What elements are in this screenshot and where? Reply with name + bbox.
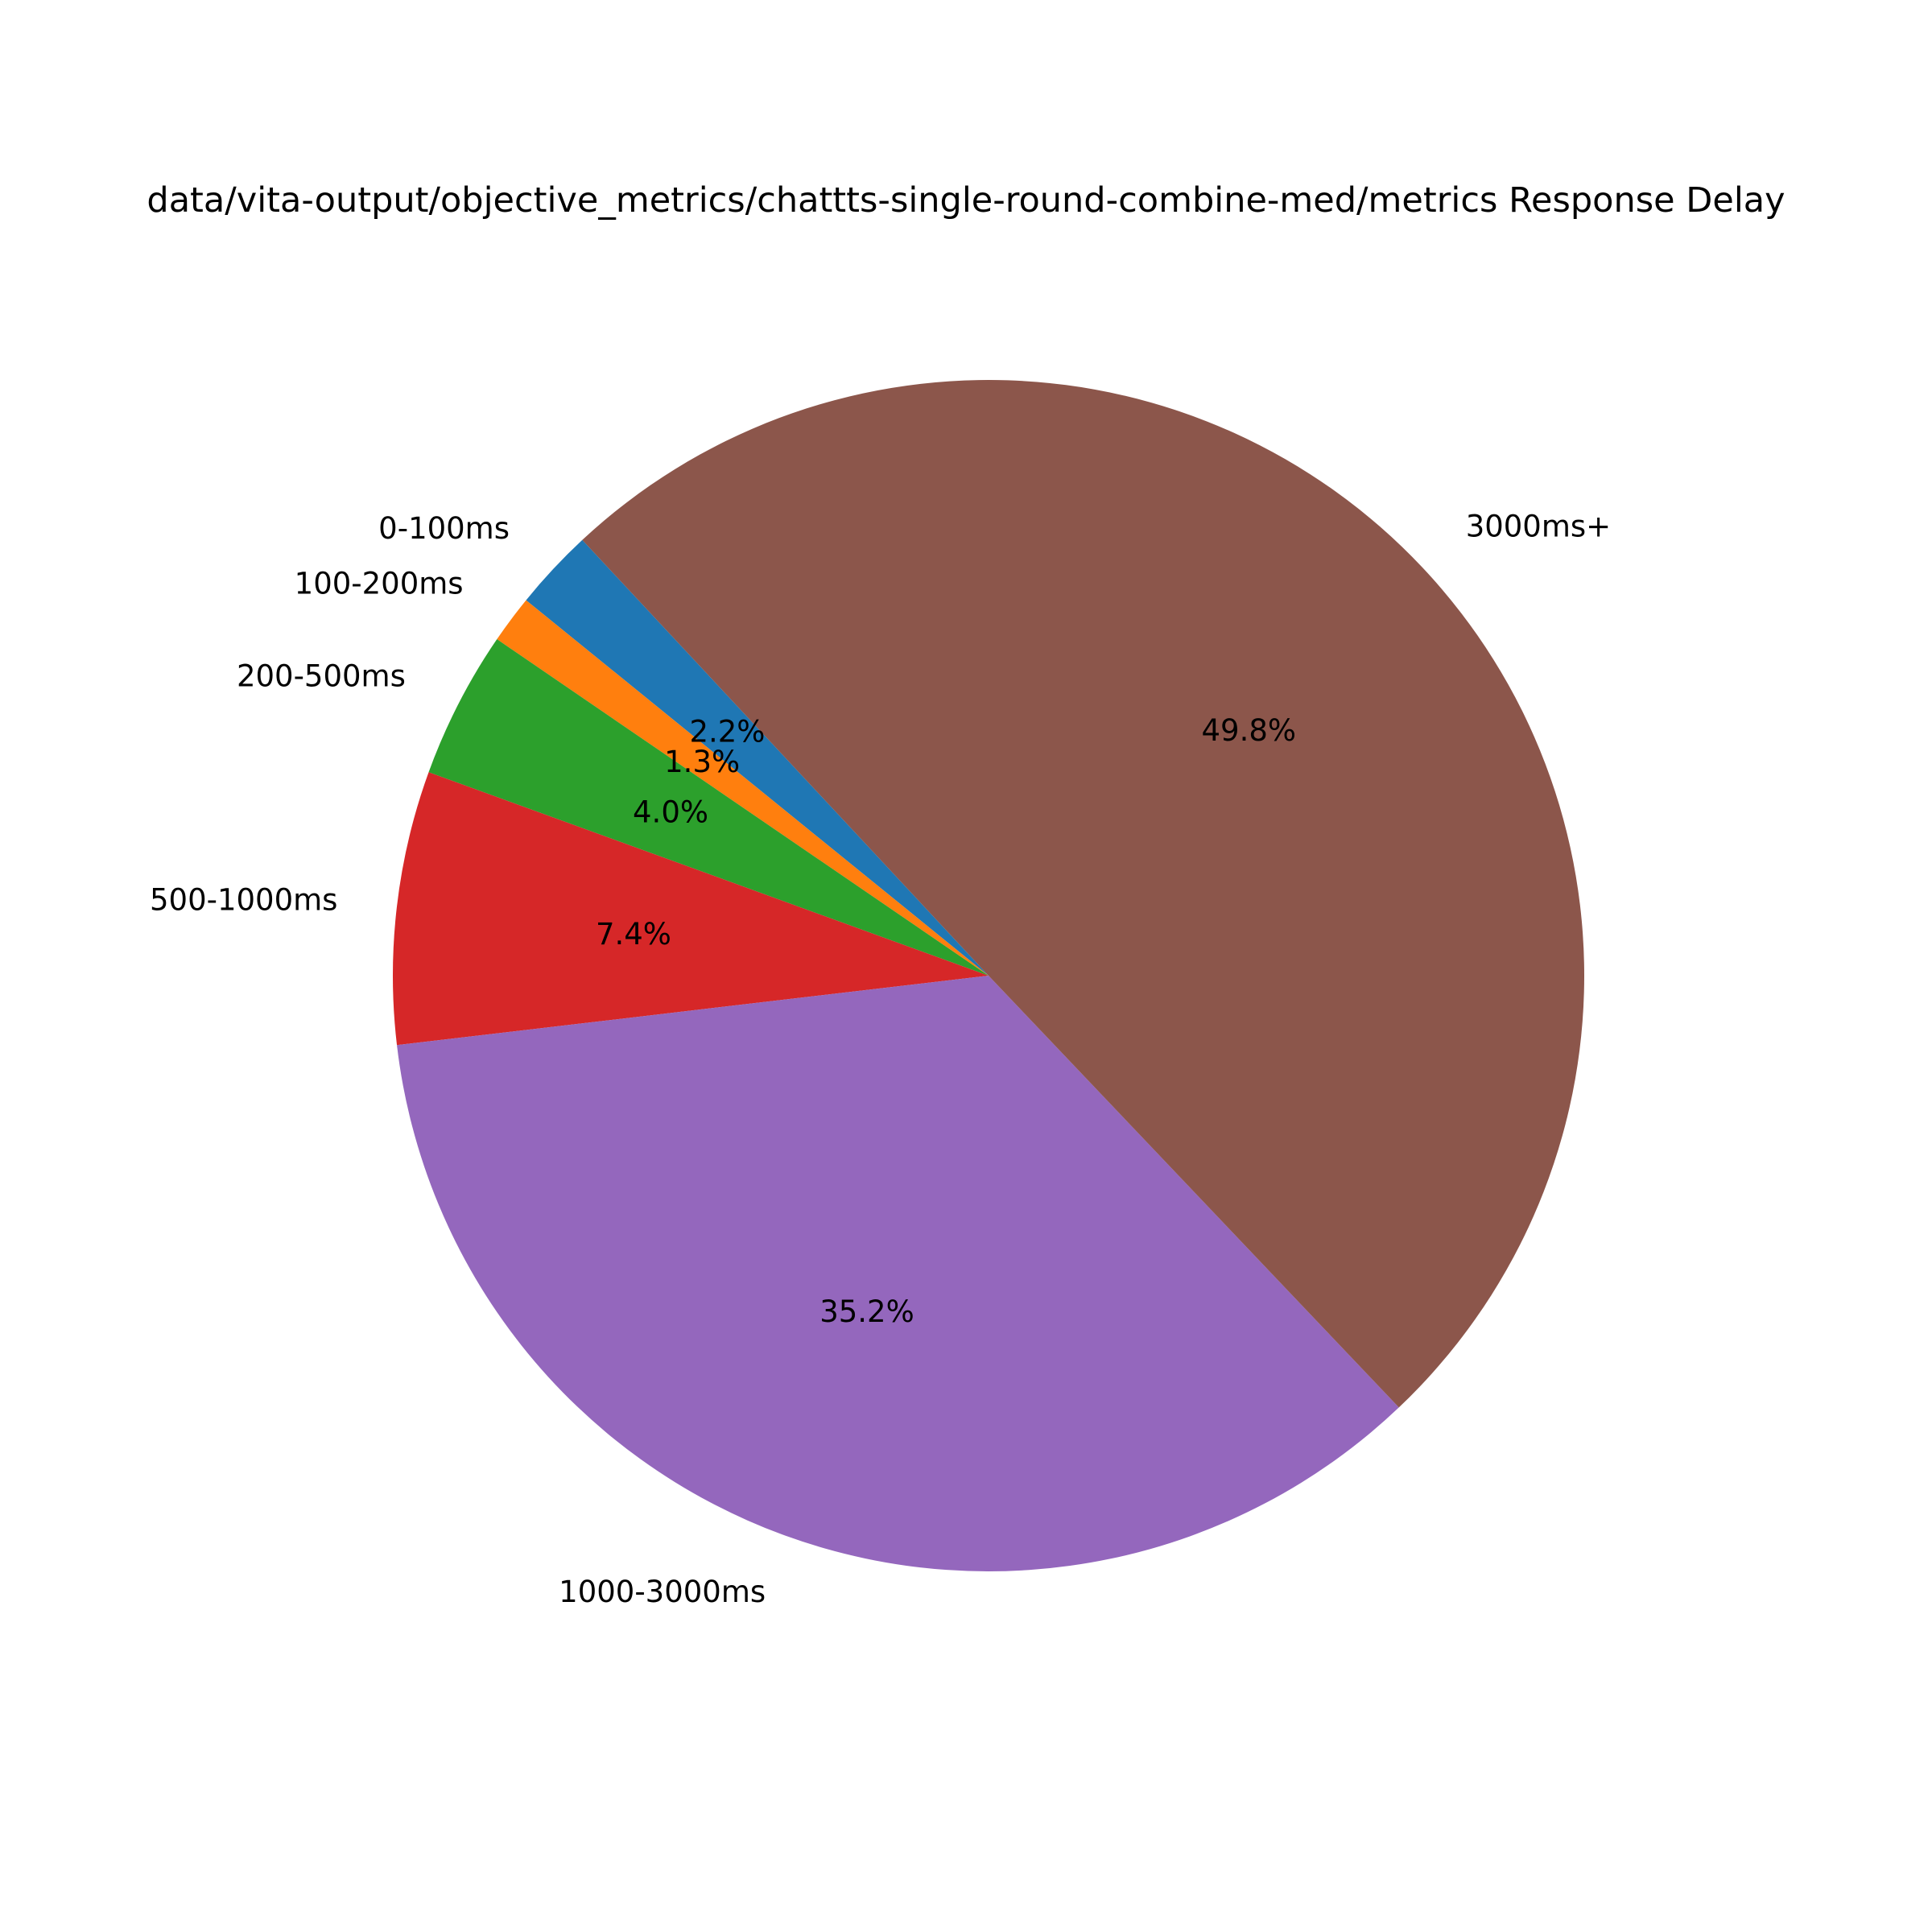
pie-slice-0-100ms <box>526 539 989 976</box>
pie-percent-labels: 2.2%1.3% 4.0% 7.4% 35.2% 49.8% <box>596 713 1296 1329</box>
slice-percent-label: 7.4% <box>596 917 671 952</box>
slice-label: 200-500ms <box>237 659 406 694</box>
slice-percent-label: 4.0% <box>633 795 708 830</box>
slice-percent-label: 2.2% <box>689 714 765 749</box>
slice-label: 3000ms+ <box>1466 510 1611 544</box>
pie-slice-200-500ms <box>428 639 989 976</box>
slice-percent-label: 49.8% <box>1202 713 1297 748</box>
chart-title: data/vita-output/objective_metrics/chatt… <box>147 180 1785 221</box>
slice-label: 0-100ms <box>378 511 510 546</box>
slice-label: 100-200ms <box>295 567 464 601</box>
pie-slices <box>393 379 1585 1572</box>
slice-label: 1000-3000ms <box>559 1575 766 1609</box>
pie-slice-3000ms+ <box>582 379 1585 1408</box>
pie-slice-500-1000ms <box>393 772 989 1046</box>
slice-label: 500-1000ms <box>150 882 337 917</box>
pie-slice-1000-3000ms <box>397 976 1399 1572</box>
slice-percent-label: 1.3% <box>664 745 740 779</box>
pie-slice-100-200ms <box>497 600 989 976</box>
pie-labels: 0-100ms 100-200ms 200-500ms 500-1000ms 1000-… <box>150 510 1611 1609</box>
slice-percent-label: 35.2% <box>819 1294 914 1329</box>
